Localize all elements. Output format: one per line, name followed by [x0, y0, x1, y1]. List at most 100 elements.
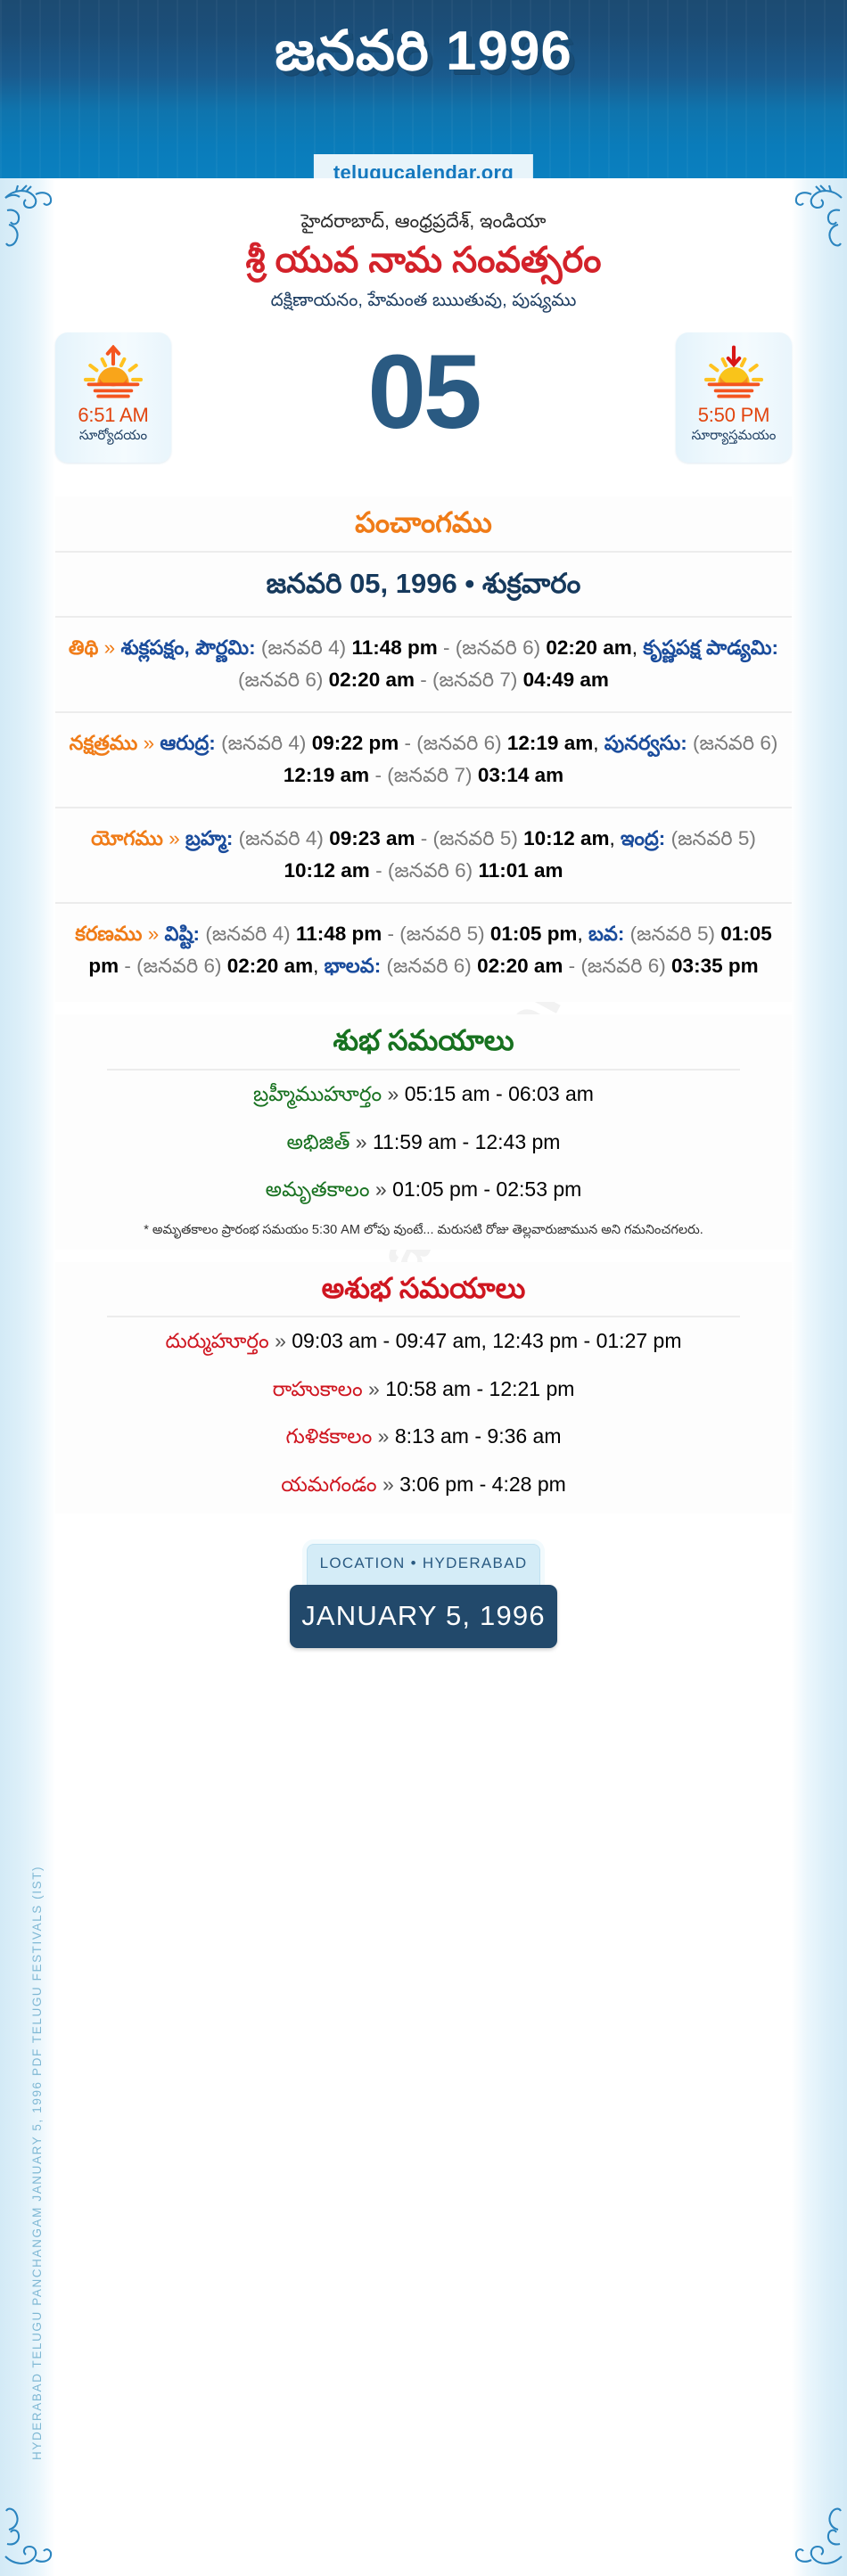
- panchangam-row: కరణము » విష్టి: (జనవరి 4) 11:48 pm - (జన…: [55, 904, 792, 997]
- panchangam-segment-name: ఇంద్ర:: [621, 826, 666, 849]
- panchangam-from-day: (జనవరి 6): [386, 955, 472, 978]
- panchangam-row-key: నక్షత్రము: [69, 731, 138, 754]
- chevron-right-icon: »: [387, 1081, 399, 1105]
- inauspicious-rows: దుర్ముహూర్తం » 09:03 am - 09:47 am, 12:4…: [55, 1317, 792, 1509]
- divider: [55, 901, 792, 904]
- sunrise-icon: [55, 344, 171, 400]
- panchangam-range-sep: -: [420, 669, 427, 692]
- chevron-right-icon: »: [143, 731, 155, 754]
- divider: [106, 1068, 741, 1071]
- location-plaque: LOCATION • HYDERABAD: [307, 1544, 540, 1588]
- panchangam-to-time: 03:14 am: [477, 764, 564, 787]
- left-ornament-band: [0, 178, 55, 2576]
- panchangam-range-sep: -: [375, 859, 382, 882]
- panchangam-range-sep: -: [443, 636, 450, 659]
- auspicious-row-value: 01:05 pm - 02:53 pm: [392, 1177, 582, 1202]
- panchangam-from-time: 02:20 am: [477, 955, 563, 978]
- inauspicious-row-value: 09:03 am - 09:47 am, 12:43 pm - 01:27 pm: [292, 1328, 682, 1352]
- inauspicious-row-label: రాహుకాలం: [272, 1376, 363, 1400]
- right-ornament-band: [792, 178, 847, 2576]
- panchangam-row: నక్షత్రము » ఆరుద్ర: (జనవరి 4) 09:22 pm -…: [55, 713, 792, 807]
- page-title: జనవరి 1996: [275, 21, 572, 82]
- panchangam-range-sep: -: [420, 826, 428, 849]
- panchangam-range-sep: -: [124, 955, 131, 978]
- panchangam-segment-sep: ,: [313, 955, 319, 978]
- sunrise-time: 6:51 AM: [78, 404, 149, 427]
- panchangam-range-sep: -: [374, 764, 382, 787]
- panchangam-from-day: (జనవరి 4): [205, 922, 291, 945]
- panchangam-from-day: (జనవరి 4): [238, 826, 324, 849]
- footer-area: LOCATION • HYDERABAD JANUARY 5, 1996: [55, 1544, 792, 1678]
- panchangam-to-day: (జనవరి 7): [387, 764, 473, 787]
- panchangam-row-key: తిథి: [68, 636, 99, 659]
- chevron-right-icon: »: [377, 1424, 390, 1448]
- panchangam-row: తిథి » శుక్లపక్షం, పౌర్ణమి: (జనవరి 4) 11…: [55, 618, 792, 711]
- panchangam-segment-sep: ,: [631, 636, 637, 659]
- day-summary-row: 6:51 AM సూర్యోదయం 05: [55, 324, 792, 484]
- chevron-right-icon: »: [368, 1376, 380, 1400]
- inauspicious-row-value: 10:58 am - 12:21 pm: [385, 1376, 575, 1400]
- left-vertical-text: HYDERABAD TELUGU PANCHANGAM JANUARY 5, 1…: [30, 1865, 44, 2460]
- panchangam-to-day: (జనవరి 5): [432, 826, 518, 849]
- panchangam-to-time: 02:20 am: [226, 955, 314, 978]
- panchangam-to-day: (జనవరి 7): [432, 669, 518, 692]
- panchangam-from-day: (జనవరి 5): [629, 922, 715, 945]
- inauspicious-row: యమగండం » 3:06 pm - 4:28 pm: [55, 1461, 792, 1509]
- panchangam-from-time: 10:12 am: [284, 859, 370, 882]
- panchangam-rows: తిథి » శుక్లపక్షం, పౌర్ణమి: (జనవరి 4) 11…: [55, 618, 792, 997]
- chevron-right-icon: »: [147, 922, 160, 945]
- auspicious-row-label: అమృతకాలం: [265, 1177, 370, 1202]
- auspicious-row-label: అభిజిత్: [286, 1129, 350, 1153]
- panchangam-from-time: 11:48 pm: [351, 636, 438, 659]
- auspicious-row: అభిజిత్ » 11:59 am - 12:43 pm: [55, 1119, 792, 1167]
- panchangam-segment-name: ఆరుద్ర:: [160, 731, 216, 754]
- right-vertical-text: TELUGUCALENDAR.ORG OFFICIAL ANDROID APP …: [803, 0, 817, 472]
- inauspicious-row-label: గుళికకాలం: [285, 1424, 373, 1448]
- auspicious-rows: బ్రహ్మీముహూర్తం » 05:15 am - 06:03 am అభి…: [55, 1071, 792, 1214]
- day-number: 05: [367, 333, 481, 452]
- panchangam-segment-name: శుక్లపక్షం, పౌర్ణమి:: [120, 636, 256, 659]
- panchangam-row-key: యోగము: [91, 826, 163, 849]
- panchangam-from-time: 01:05 pm: [88, 922, 772, 978]
- panchangam-from-day: (జనవరి 6): [693, 731, 778, 754]
- chevron-right-icon: »: [103, 636, 116, 659]
- panchangam-from-time: 09:22 pm: [311, 731, 399, 754]
- auspicious-row-label: బ్రహ్మీముహూర్తం: [253, 1081, 382, 1105]
- site-badge[interactable]: telugucalendar.org: [313, 154, 534, 178]
- panchangam-to-time: 03:35 pm: [671, 955, 759, 978]
- panchangam-segment-name: విష్టి:: [164, 922, 201, 945]
- panchangam-range-sep: -: [404, 731, 412, 754]
- divider: [106, 1315, 741, 1317]
- panchangam-from-time: 12:19 am: [283, 764, 370, 787]
- panchangam-to-time: 01:05 pm: [489, 922, 578, 945]
- panchangam-to-day: (జనవరి 6): [455, 636, 541, 659]
- auspicious-row-value: 05:15 am - 06:03 am: [404, 1081, 594, 1105]
- inauspicious-row: గుళికకాలం » 8:13 am - 9:36 am: [55, 1413, 792, 1461]
- calendar-body: HYDERABAD TELUGU PANCHANGAM JANUARY 5, 1…: [0, 178, 847, 2576]
- panchangam-range-sep: -: [568, 955, 576, 978]
- panchangam-from-day: (జనవరి 4): [221, 731, 307, 754]
- panchangam-segment-sep: ,: [609, 826, 615, 849]
- panchangam-to-time: 12:19 am: [506, 731, 594, 754]
- location-line: హైదరాబాద్, ఆంధ్రప్రదేశ్, ఇండియా: [300, 211, 547, 232]
- sunset-label: సూర్యాస్తమయం: [691, 428, 777, 444]
- panchangam-segment-name: కృష్ణపక్ష పాడ్యమి:: [643, 636, 779, 659]
- panchangam-segment-name: భాలవ:: [324, 955, 382, 978]
- panchangam-to-time: 02:20 am: [546, 636, 632, 659]
- inauspicious-row-label: యమగండం: [281, 1472, 377, 1496]
- panchangam-from-time: 02:20 am: [328, 669, 415, 692]
- panchangam-to-day: (జనవరి 5): [399, 922, 485, 945]
- panchangam-segment-sep: ,: [593, 731, 599, 754]
- panchangam-to-time: 04:49 am: [522, 669, 609, 692]
- auspicious-note: * అమృతకాలం ప్రారంభ సమయం 5:30 AM లోపు వుం…: [144, 1222, 703, 1237]
- sunrise-label: సూర్యోదయం: [78, 428, 148, 444]
- date-plaque: JANUARY 5, 1996: [290, 1585, 557, 1649]
- panchangam-title: పంచాంగము: [355, 506, 492, 539]
- auspicious-title: శుభ సమయాలు: [333, 1024, 514, 1057]
- panchangam-from-time: 09:23 am: [329, 826, 415, 849]
- chevron-right-icon: »: [374, 1177, 387, 1202]
- panchangam-segment-name: బ్రహ్మ:: [185, 826, 234, 849]
- inauspicious-row: దుర్ముహూర్తం » 09:03 am - 09:47 am, 12:4…: [55, 1317, 792, 1366]
- panchangam-to-day: (జనవరి 6): [136, 955, 222, 978]
- panchangam-row: యోగము » బ్రహ్మ: (జనవరి 4) 09:23 am - (జన…: [55, 808, 792, 902]
